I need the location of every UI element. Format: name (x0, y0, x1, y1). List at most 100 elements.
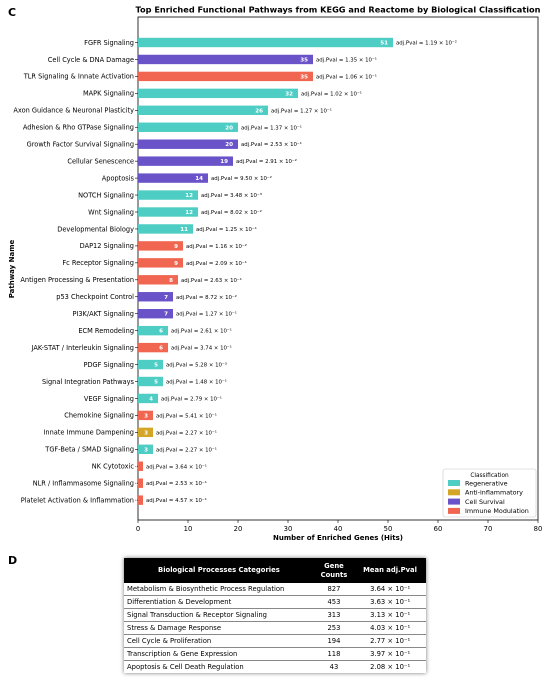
chart-title: Top Enriched Functional Pathways from KE… (135, 5, 540, 15)
bar (138, 393, 158, 404)
bar-row: Fc Receptor Signaling 9 adj.Pval = 2.09 × … (62, 258, 247, 268)
bar-row: PDGF Signaling 5 adj.Pval = 5.28 × 10⁻³ (83, 359, 227, 370)
bar (138, 461, 143, 471)
table-row: Stress & Damage Response 253 4.03 × 10⁻¹ (124, 621, 426, 635)
bar-row: NLR / Inflammasome Signaling 1 adj.Pval = … (33, 478, 207, 488)
bar-row: PI3K/AKT Signaling 7 adj.Pval = 1.27 × 10⁻… (72, 309, 237, 319)
bar (138, 495, 143, 505)
x-tick-label: 60 (434, 525, 443, 533)
bar-pval-annotation: adj.Pval = 2.53 × 10⁻¹ (241, 141, 302, 148)
bar (138, 71, 313, 82)
y-tick-label: Fc Receptor Signaling (62, 259, 134, 267)
bar (138, 478, 143, 488)
bar-row: TGF-Beta / SMAD Signaling 3 adj.Pval = 2.2… (44, 444, 217, 454)
bar (138, 258, 183, 268)
table-row: Transcription & Gene Expression 118 3.97 ×… (124, 647, 426, 661)
bar (138, 376, 163, 387)
bar (138, 156, 233, 166)
biological-processes-table: Biological Processes Categories Gene Cou… (124, 558, 426, 673)
y-tick-label: NOTCH Signaling (78, 191, 134, 199)
bar-row: Axon Guidance & Neuronal Plasticity 26 adj… (13, 105, 332, 115)
legend-swatch (448, 480, 460, 486)
table-row: Signal Transduction & Receptor Signaling… (124, 608, 426, 622)
bar-pval-annotation: adj.Pval = 2.09 × 10⁻¹ (186, 260, 247, 267)
bar-value-label: 3 (144, 447, 148, 453)
legend-item: Anti-inflammatory (448, 489, 523, 497)
bar-value-label: 9 (174, 244, 178, 250)
bar-row: p53 Checkpoint Control 7 adj.Pval = 8.72 ×… (56, 292, 237, 302)
bar-pval-annotation: adj.Pval = 2.63 × 10⁻¹ (181, 277, 242, 284)
y-tick-label: Adhesion & Rho GTPase Signaling (23, 124, 134, 132)
bar-pval-annotation: adj.Pval = 1.27 × 10⁻¹ (176, 311, 237, 318)
bar (138, 224, 193, 234)
cell-mean-pval: 3.13 × 10⁻¹ (354, 608, 426, 622)
bar-row: TLR Signaling & Innate Activation 35 adj.P… (23, 71, 377, 82)
bar (138, 241, 183, 251)
x-tick-label: 10 (184, 525, 193, 533)
cell-mean-pval: 3.97 × 10⁻¹ (354, 647, 426, 661)
cell-gene-count: 118 (313, 647, 355, 661)
cell-category: Signal Transduction & Receptor Signaling (124, 608, 314, 622)
bar (138, 342, 168, 353)
y-tick-label: Cellular Senescence (67, 157, 134, 165)
bar-row: VEGF Signaling 4 adj.Pval = 2.79 × 10⁻¹ (84, 393, 222, 404)
table-row: Apoptosis & Cell Death Regulation 43 2.08 … (124, 661, 426, 674)
bar-value-label: 12 (185, 210, 193, 216)
cell-category: Metabolism & Biosynthetic Process Regula… (124, 583, 314, 596)
bar-row: Platelet Activation & Inflammation 1 adj.P… (21, 495, 207, 505)
legend-swatch (448, 507, 460, 514)
bar (138, 325, 168, 336)
y-tick-label: Innate Immune Dampening (43, 429, 134, 437)
bar-value-label: 7 (164, 312, 168, 318)
cell-gene-count: 43 (329, 663, 339, 671)
header-gene-counts-line1: Gene (324, 561, 344, 570)
bar-value-label: 20 (225, 125, 233, 131)
header-gene-counts: Gene Counts (313, 558, 355, 583)
y-tick-label: Wnt Signaling (88, 208, 134, 216)
bar-value-label: 1 (134, 498, 138, 504)
bar-value-label: 1 (134, 481, 138, 487)
table-body: Metabolism & Biosynthetic Process Regula… (124, 583, 426, 673)
bar (138, 37, 393, 48)
bar-value-label: 12 (185, 193, 193, 199)
legend-item: Regenerative (448, 479, 508, 487)
panel-d-letter: D (8, 554, 18, 567)
bar-row: Developmental Biology 11 adj.Pval = 1.25 ×… (57, 224, 257, 234)
cell-mean-pval: 2.08 × 10⁻¹ (370, 663, 411, 671)
y-tick-label: Cell Cycle & DNA Damage (48, 56, 134, 64)
table-row: Cell Cycle & Proliferation 194 2.77 × 10⁻¹ (124, 634, 426, 648)
bar-row: Apoptosis 14 adj.Pval = 9.50 × 10⁻² (102, 173, 272, 183)
bar (138, 88, 298, 99)
bar-pval-annotation: adj.Pval = 3.48 × 10⁻³ (201, 192, 262, 199)
bar-pval-annotation: adj.Pval = 1.06 × 10⁻¹ (316, 73, 377, 80)
bar-value-label: 6 (159, 329, 163, 335)
bar (138, 105, 268, 115)
bar-value-label: 11 (180, 227, 188, 233)
y-tick-label: PDGF Signaling (83, 361, 134, 369)
bar-row: FGFR Signaling 51 adj.Pval = 1.19 × 10⁻² (84, 37, 457, 48)
bar (138, 190, 198, 200)
bar-pval-annotation: adj.Pval = 1.35 × 10⁻¹ (316, 56, 377, 63)
bar (138, 207, 198, 217)
bar-value-label: 32 (285, 91, 293, 97)
bar-row: DAP12 Signaling 9 adj.Pval = 1.16 × 10⁻² (80, 241, 247, 251)
bar-pval-annotation: adj.Pval = 5.41 × 10⁻¹ (156, 412, 217, 419)
header-mean-pval: Mean adj.Pval (354, 558, 426, 583)
bar-row: Antigen Processing & Presentation 8 adj.Pv… (20, 275, 242, 285)
bar-row: Wnt Signaling 12 adj.Pval = 8.02 × 10⁻² (88, 207, 262, 217)
cell-mean-pval: 3.63 × 10⁻¹ (354, 595, 426, 609)
cell-mean-pval: 4.03 × 10⁻¹ (354, 621, 426, 635)
y-tick-label: Developmental Biology (57, 225, 134, 233)
bar-row: NOTCH Signaling 12 adj.Pval = 3.48 × 10⁻³ (78, 190, 262, 200)
bar-pval-annotation: adj.Pval = 1.02 × 10⁻¹ (301, 90, 362, 97)
legend-swatch (448, 489, 460, 496)
bar-pval-annotation: adj.Pval = 2.91 × 10⁻² (236, 158, 297, 165)
cell-category: Transcription & Gene Expression (124, 647, 314, 661)
summary-table-container: Biological Processes Categories Gene Cou… (124, 558, 426, 673)
x-tick-label: 70 (484, 525, 493, 533)
bar-pval-annotation: adj.Pval = 8.72 × 10⁻² (176, 294, 237, 301)
y-tick-label: ECM Remodeling (78, 327, 134, 335)
y-tick-label: NK Cytotoxic (92, 463, 135, 471)
bar (138, 54, 313, 65)
bar-row: JAK-STAT / Interleukin Signaling 6 adj.Pva… (31, 342, 232, 353)
